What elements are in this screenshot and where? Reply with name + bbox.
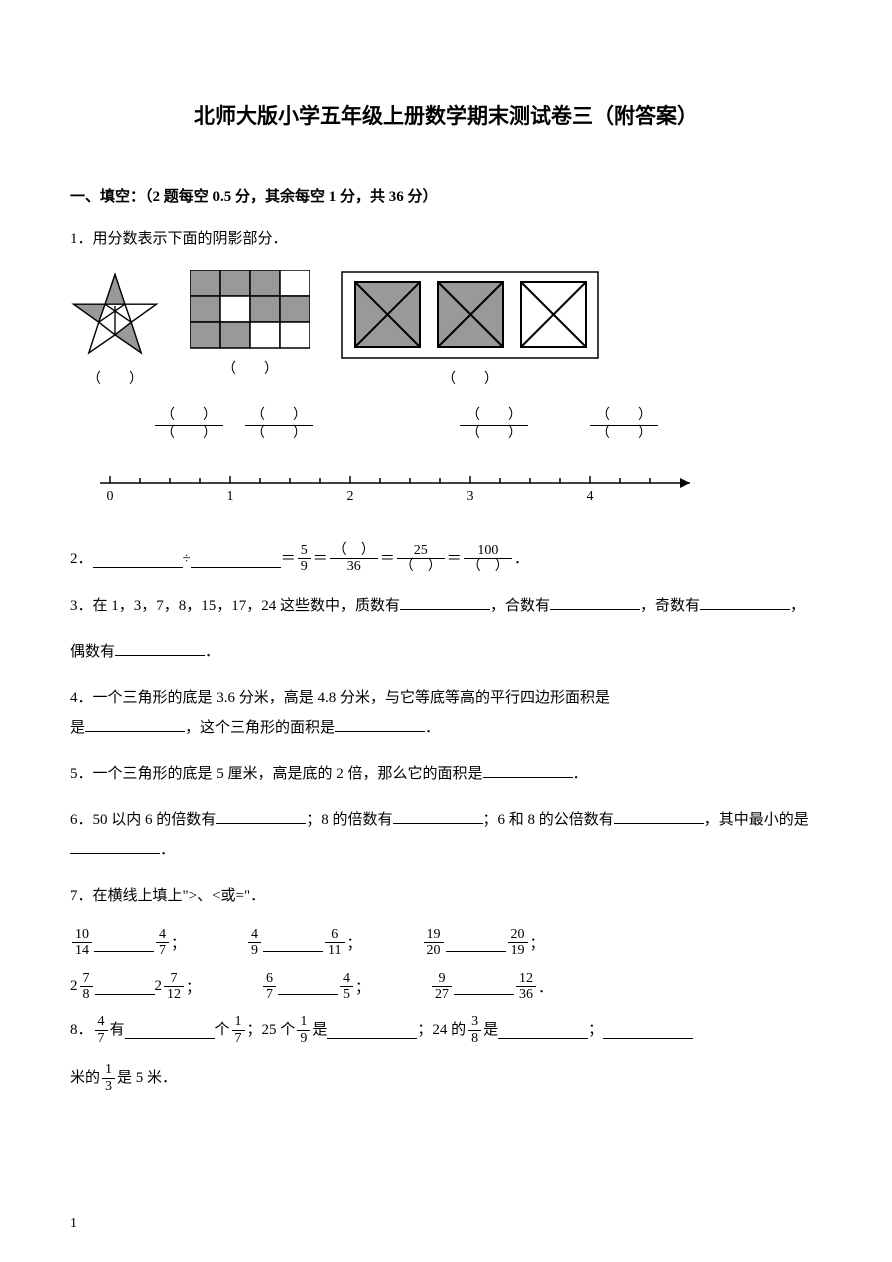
q7-row1: 101447； 49611； 19202019； bbox=[70, 927, 822, 959]
svg-text:0: 0 bbox=[107, 489, 114, 504]
q7: 7．在横线上填上">、<或="． bbox=[70, 881, 822, 911]
svg-text:4: 4 bbox=[587, 489, 594, 504]
svg-text:3: 3 bbox=[467, 489, 474, 504]
nl-blank-3: （ ）（ ） bbox=[460, 408, 528, 443]
grid-figure bbox=[190, 270, 310, 350]
numberline: （ ）（ ） （ ）（ ） （ ）（ ） （ ）（ ） 0 1 2 3 4 bbox=[90, 408, 822, 513]
nl-blank-1: （ ）（ ） bbox=[155, 408, 223, 443]
page-title: 北师大版小学五年级上册数学期末测试卷三（附答案） bbox=[70, 100, 822, 130]
q1-squares-label: （ ） bbox=[442, 368, 498, 388]
q1-star-col: （ ） bbox=[70, 270, 160, 388]
q3: 3．在 1，3，7，8，15，17，24 这些数中，质数有，合数有，奇数有， bbox=[70, 591, 822, 621]
q1-grid-label: （ ） bbox=[222, 358, 278, 378]
q1-text: 1．用分数表示下面的阴影部分． bbox=[70, 224, 822, 254]
star-figure bbox=[70, 270, 160, 360]
nl-blank-4: （ ）（ ） bbox=[590, 408, 658, 443]
q3b: 偶数有． bbox=[70, 637, 822, 667]
q6: 6．50 以内 6 的倍数有；8 的倍数有；6 和 8 的公倍数有，其中最小的是… bbox=[70, 805, 822, 865]
q2: 2． ÷ ＝ 59 ＝ （ ）36 ＝ 25（ ） ＝ 100（ ） ． bbox=[70, 543, 822, 575]
section-1-header: 一、填空：（2 题每空 0.5 分，其余每空 1 分，共 36 分） bbox=[70, 185, 822, 206]
q8: 8． 47 有个 17 ；25 个 19 是 ；24 的 38 是 ； bbox=[70, 1014, 822, 1046]
squares-figure bbox=[340, 270, 600, 360]
numberline-svg: 0 1 2 3 4 bbox=[90, 458, 710, 508]
q1-grid-col: （ ） bbox=[190, 270, 310, 378]
svg-text:1: 1 bbox=[227, 489, 234, 504]
q5: 5．一个三角形的底是 5 厘米，高是底的 2 倍，那么它的面积是． bbox=[70, 759, 822, 789]
nl-blank-2: （ ）（ ） bbox=[245, 408, 313, 443]
q8b: 米的 13 是 5 米． bbox=[70, 1062, 822, 1094]
q1-star-label: （ ） bbox=[87, 368, 143, 388]
page-number: 1 bbox=[70, 1216, 77, 1232]
q4: 4．一个三角形的底是 3.6 分米，高是 4.8 分米，与它等底等高的平行四边形… bbox=[70, 683, 822, 743]
svg-text:2: 2 bbox=[347, 489, 354, 504]
q7-row2: 2782712； 6745； 9271236． bbox=[70, 971, 822, 1003]
q1-squares-col: （ ） bbox=[340, 270, 600, 388]
q1-figures: （ ） （ ） （ ） bbox=[70, 270, 822, 388]
